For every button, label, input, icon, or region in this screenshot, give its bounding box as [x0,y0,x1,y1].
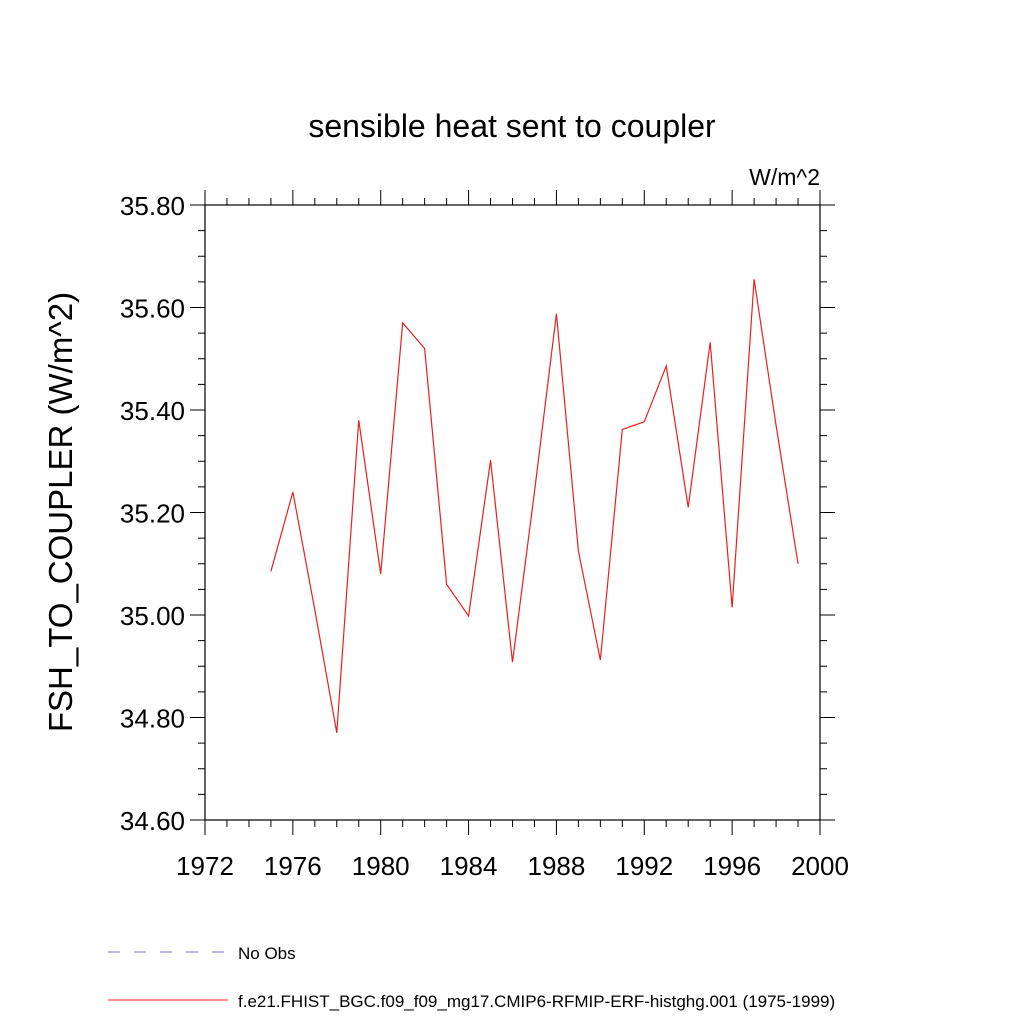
units-label: W/m^2 [749,164,820,190]
x-tick-label: 1996 [703,851,761,881]
y-tick-label: 34.60 [120,806,185,836]
y-tick-label: 35.80 [120,191,185,221]
y-tick-label: 35.00 [120,601,185,631]
x-tick-label: 1980 [352,851,410,881]
series-line [270,279,799,733]
x-tick-label: 1976 [264,851,322,881]
axis-ticks [190,190,835,835]
y-tick-label: 35.20 [120,499,185,529]
axis-tick-labels: 1972 1976 1980 1984 1988 1992 1996 2000 34.60 34.… [120,191,849,881]
y-tick-label: 34.80 [120,704,185,734]
legend-label: No Obs [238,944,296,963]
series-group [270,279,799,733]
y-axis-label: FSH_TO_COUPLER (W/m^2) [42,292,79,732]
x-tick-label: 1984 [440,851,498,881]
legend-label: f.e21.FHIST_BGC.f09_f09_mg17.CMIP6-RFMIP… [238,992,835,1011]
x-tick-label: 1992 [615,851,673,881]
x-tick-label: 1988 [528,851,586,881]
x-tick-label: 1972 [176,851,234,881]
y-tick-label: 35.60 [120,294,185,324]
y-tick-label: 35.40 [120,396,185,426]
chart-title: sensible heat sent to coupler [308,108,716,144]
x-tick-label: 2000 [791,851,849,881]
legend: No Obs f.e21.FHIST_BGC.f09_f09_mg17.CMIP6… [108,944,835,1011]
